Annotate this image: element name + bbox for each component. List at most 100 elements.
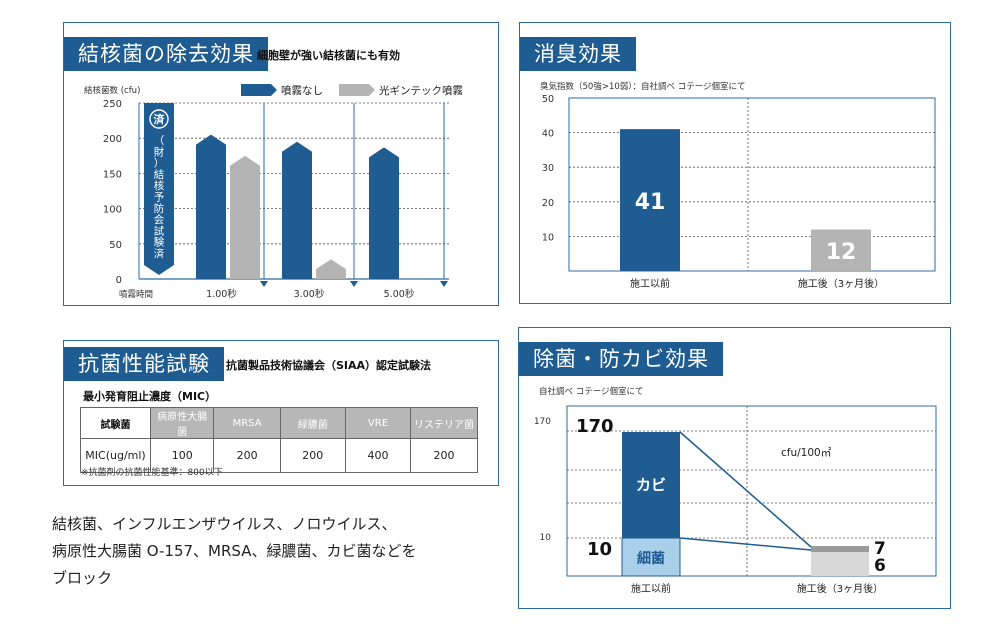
- badge-char: 防: [154, 202, 165, 215]
- mic-table: 試験菌 病原性大腸菌 MRSA 緑膿菌 VRE リステリア菌 MIC(ug/ml…: [79, 407, 478, 473]
- x-category-label: 施工後（3ヶ月後）: [798, 277, 884, 290]
- y-tick-label: 170: [534, 417, 551, 427]
- y-tick-label: 10: [540, 533, 552, 543]
- mic-header-cell: VRE: [344, 407, 412, 439]
- trend-line: [679, 537, 812, 551]
- unit-label: cfu/100㎡: [781, 447, 832, 459]
- mic-data-row: MIC(ug/ml) 100 200 200 400 200: [79, 438, 478, 473]
- x-category-label: 施工以前: [631, 582, 671, 595]
- deodorize-panel: 消臭効果 臭気指数（50強>10弱）：自社調べ コテージ個室にて 50 40 30 2…: [519, 22, 951, 304]
- body-text-line: 結核菌、インフルエンザウイルス、ノロウイルス、: [52, 515, 397, 533]
- body-text-line: ブロック: [52, 569, 113, 587]
- x-category-label: 5.00秒: [384, 288, 415, 300]
- mic-table-title: 最小発育阻止濃度（MIC）: [83, 390, 217, 403]
- mic-value-cell: 200: [410, 438, 478, 473]
- antibac-subtitle: 抗菌製品技術協議会（SIAA）認定試験法: [226, 359, 432, 372]
- y-tick-label: 40: [542, 129, 554, 140]
- trend-line: [679, 431, 812, 548]
- plot-frame: [568, 97, 936, 272]
- segment-label: 細菌: [637, 550, 665, 567]
- value-label: 170: [576, 416, 614, 437]
- value-label: 7: [874, 539, 886, 559]
- axis-marker: [440, 281, 448, 287]
- mic-value-cell: 200: [279, 438, 346, 473]
- body-text: 結核菌、インフルエンザウイルス、ノロウイルス、 病原性大腸菌 O-157、MRS…: [52, 511, 512, 592]
- segment-label: カビ: [636, 476, 666, 494]
- mic-value-cell: 400: [344, 438, 412, 473]
- y-tick-label: 20: [542, 198, 554, 209]
- badge-char: 財: [154, 145, 165, 158]
- deodorize-subtitle: 臭気指数（50強>10弱）：自社調べ コテージ個室にて: [540, 82, 746, 92]
- badge-char: 会: [154, 213, 165, 226]
- legend-label: 噴霧なし: [281, 85, 323, 97]
- tb-chart: 結核菌数 (cfu) 噴霧なし 光ギンテック噴霧 250 200 150 100 50 0 済 （財…: [84, 84, 463, 300]
- legend-label: 光ギンテック噴霧: [379, 84, 463, 97]
- antibac-title: 抗菌性能試験: [64, 347, 224, 381]
- plot-frame: [566, 405, 937, 577]
- x-axis-title: 噴霧時間: [119, 289, 153, 300]
- y-tick-label: 50: [109, 240, 122, 251]
- bar-spray: [230, 155, 260, 279]
- badge-char: 核: [154, 179, 165, 192]
- body-text-line: 病原性大腸菌 O-157、MRSA、緑膿菌、カビ菌などを: [52, 542, 417, 560]
- mic-value-cell: 100: [150, 438, 215, 473]
- badge-char: （: [154, 135, 165, 147]
- deodorize-chart: 50 40 30 20 10 41 施工以前 12 施工後（3ヶ月後）: [542, 94, 936, 290]
- mic-header-cell: 試験菌: [79, 407, 152, 439]
- tb-panel: 結核菌の除去効果 細胞壁が強い結核菌にも有効 結核菌数 (cfu) 噴霧なし 光ギン…: [63, 22, 499, 306]
- tb-ylabel: 結核菌数 (cfu): [84, 85, 140, 96]
- bar: [620, 129, 680, 271]
- mic-header-cell: MRSA: [213, 407, 281, 439]
- mold-title: 除菌・防カビ効果: [519, 342, 723, 376]
- bar-no-spray: [282, 141, 312, 279]
- legend-swatch: [241, 84, 277, 96]
- y-tick-label: 250: [103, 99, 122, 110]
- y-tick-label: 150: [103, 169, 122, 180]
- antibac-panel: 抗菌性能試験 抗菌製品技術協議会（SIAA）認定試験法 最小発育阻止濃度（MIC…: [63, 340, 499, 486]
- badge-char: 予: [154, 192, 165, 204]
- bar-kabi-after: [811, 546, 869, 552]
- mold-subtitle: 自社調べ コテージ個室にて: [539, 387, 644, 397]
- badge-char: ）: [154, 158, 165, 170]
- x-category-label: 施工後（3ヶ月後）: [797, 582, 883, 595]
- bar-saikin-before: [621, 537, 681, 577]
- deodorize-title: 消臭効果: [520, 37, 636, 71]
- badge-char: 試: [154, 224, 165, 237]
- bar-no-spray: [369, 147, 399, 279]
- mic-header-cell: 病原性大腸菌: [150, 407, 215, 439]
- mic-header-cell: リステリア菌: [410, 407, 478, 439]
- value-label: 10: [587, 539, 612, 560]
- legend-swatch: [339, 84, 375, 96]
- x-category-label: 3.00秒: [294, 288, 325, 300]
- bar: [811, 229, 871, 271]
- tb-subtitle: 細胞壁が強い結核菌にも有効: [257, 49, 400, 62]
- value-label: 6: [874, 556, 886, 576]
- mic-row-label: MIC(ug/ml): [79, 438, 152, 473]
- bar-spray: [316, 259, 346, 279]
- y-tick-label: 0: [116, 275, 122, 286]
- y-tick-label: 200: [103, 134, 122, 145]
- badge-char: 済: [154, 247, 165, 260]
- mic-note: ※抗菌剤の抗菌性能基準：800以下: [81, 468, 223, 478]
- bar-value-label: 12: [826, 240, 857, 265]
- y-tick-label: 30: [542, 163, 554, 174]
- bar-no-spray: [196, 134, 226, 279]
- axis-marker: [350, 281, 358, 287]
- bar-value-label: 41: [635, 190, 666, 215]
- y-tick-label: 10: [542, 232, 554, 243]
- badge: [144, 103, 174, 275]
- y-tick-label: 50: [542, 94, 554, 105]
- mic-header-row: 試験菌 病原性大腸菌 MRSA 緑膿菌 VRE リステリア菌: [79, 407, 478, 439]
- tb-title: 結核菌の除去効果: [64, 37, 268, 71]
- x-category-label: 1.00秒: [206, 288, 237, 300]
- bar-kabi-before: [622, 432, 680, 538]
- x-category-label: 施工以前: [630, 277, 670, 290]
- badge-seal: [149, 109, 169, 129]
- mic-value-cell: 200: [213, 438, 281, 473]
- y-tick-label: 100: [103, 205, 122, 216]
- badge-char: 験: [154, 236, 165, 249]
- axis-marker: [260, 281, 268, 287]
- mic-header-cell: 緑膿菌: [279, 407, 346, 439]
